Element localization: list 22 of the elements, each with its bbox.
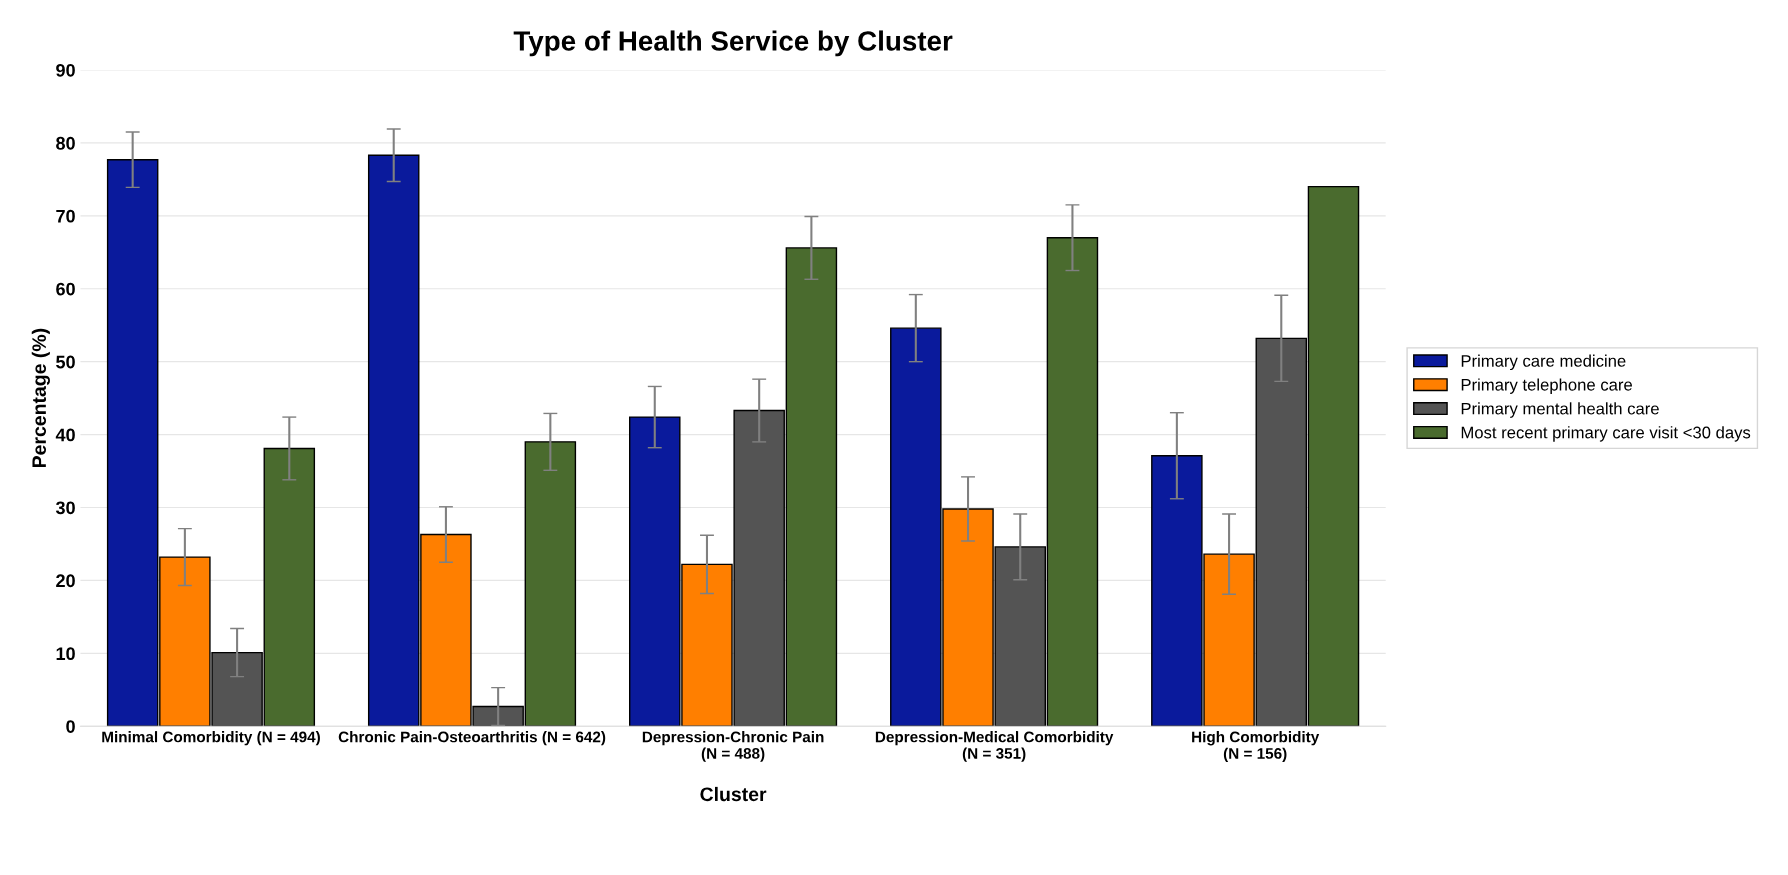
y-tick-label: 20 (56, 574, 75, 588)
y-tick-label: 0 (66, 720, 75, 733)
x-tick-label: High Comorbidity (N = 156) (1192, 731, 1320, 762)
x-axis-title: Cluster (700, 786, 767, 802)
y-tick-label: 50 (56, 355, 75, 369)
y-axis-title: Percentage (%) (31, 328, 50, 468)
legend-label: Primary care medicine (1461, 354, 1626, 371)
x-tick-label: Chronic Pain-Osteoarthritis (N = 642) (338, 731, 606, 746)
y-tick-label: 30 (55, 501, 75, 515)
y-tick-label: 60 (56, 282, 75, 296)
x-tick-label: Depression-Chronic Pain (N = 488) (642, 731, 824, 762)
legend-label: Primary mental health care (1461, 402, 1659, 418)
x-tick-label: Depression-Medical Comorbidity (N = 351) (875, 731, 1114, 762)
x-tick-label: Minimal Comorbidity (N = 494) (102, 731, 320, 746)
y-tick-label: 80 (56, 136, 75, 150)
legend-label: Primary telephone care (1461, 378, 1632, 394)
y-tick-label: 70 (56, 209, 75, 223)
y-tick-label: 10 (56, 647, 75, 661)
chart-title: Type of Health Service by Cluster (513, 30, 953, 57)
y-tick-label: 40 (55, 428, 75, 442)
y-tick-label: 90 (56, 63, 75, 77)
legend-label: Most recent primary care visit <30 days (1461, 426, 1751, 442)
